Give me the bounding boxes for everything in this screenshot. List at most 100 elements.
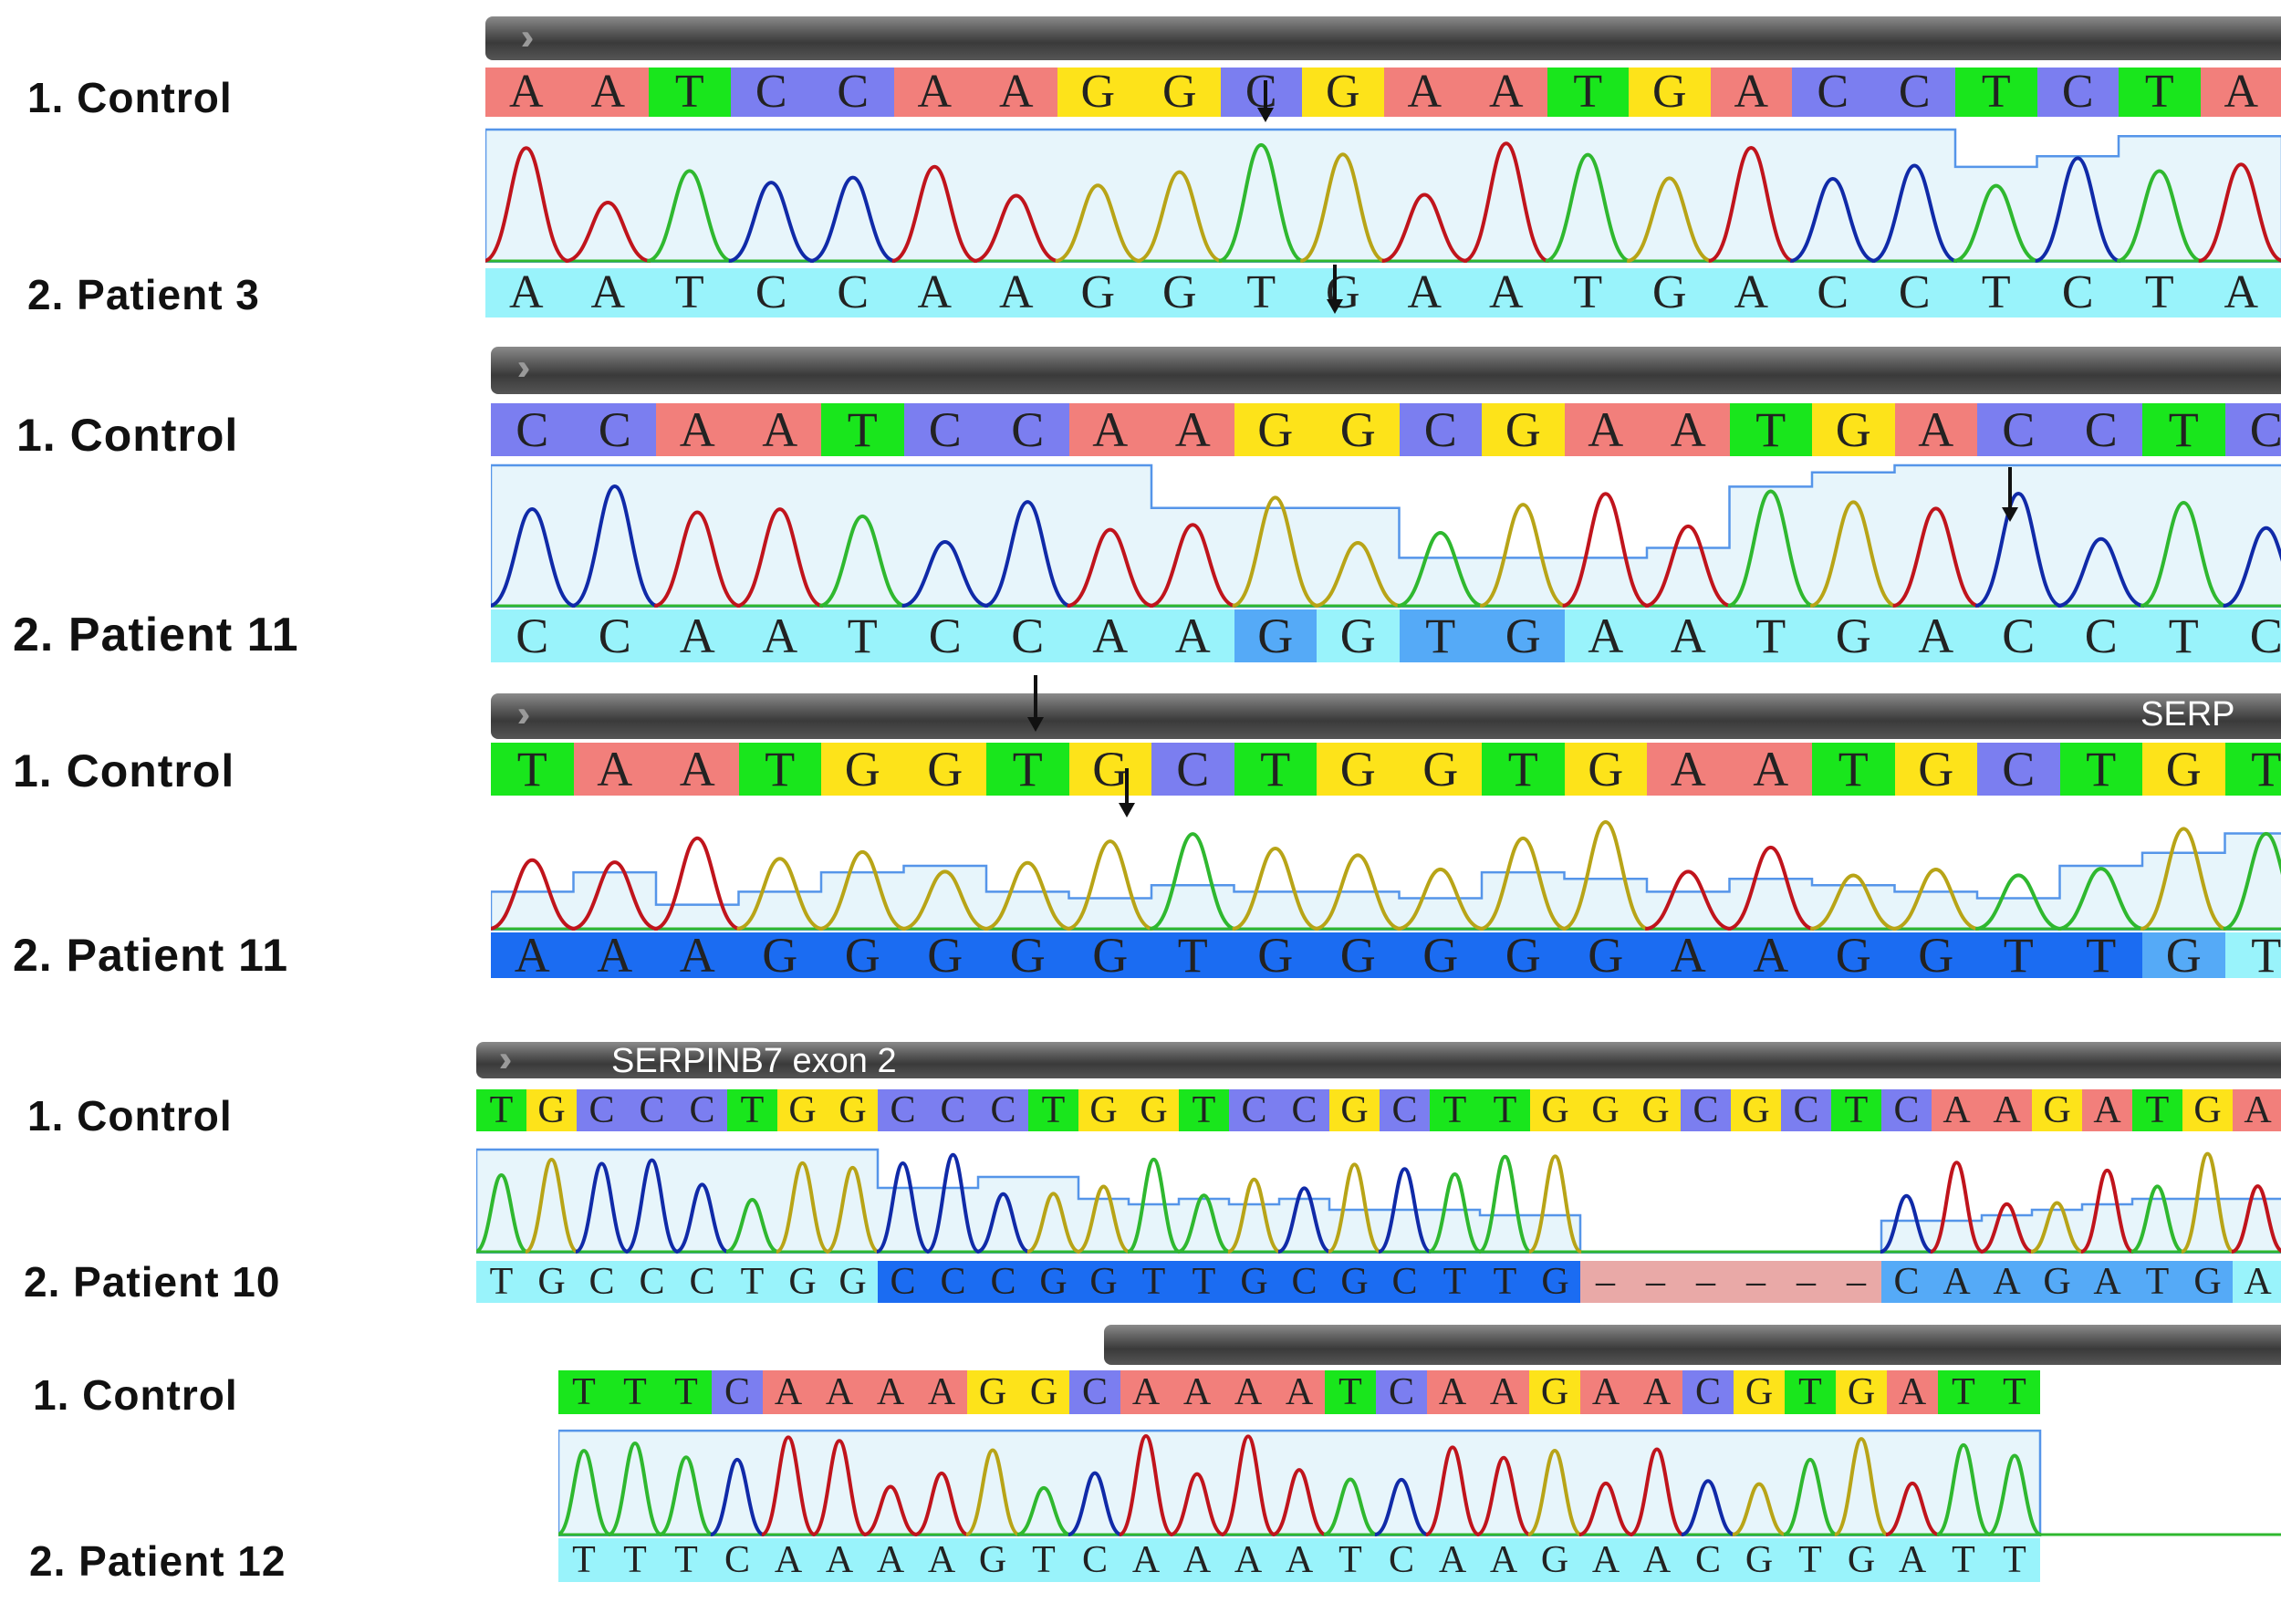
control-base: C <box>1873 68 1955 117</box>
trace-peak <box>1885 1481 1940 1536</box>
control-base: A <box>2200 68 2281 117</box>
control-base: C <box>1977 403 2060 456</box>
patient-base: T <box>1018 1538 1069 1582</box>
patient-base: A <box>1932 1261 1982 1303</box>
trace-peak <box>1378 1167 1432 1254</box>
patient-base: G <box>1529 1538 1580 1582</box>
patient-base: T <box>2119 268 2201 318</box>
control-base: C <box>577 1089 627 1131</box>
trace-peak <box>1880 1193 1933 1254</box>
trace-peak <box>901 540 989 608</box>
control-base: G <box>1234 403 1317 456</box>
trace-peak <box>976 1192 1030 1254</box>
control-base: C <box>677 1089 727 1131</box>
control-base: T <box>1812 743 1895 796</box>
patient-base: G <box>2032 1261 2082 1303</box>
patient-base: T <box>476 1261 526 1303</box>
patient-base: A <box>1887 1538 1938 1582</box>
control-base: C <box>1977 743 2060 796</box>
trace-peak <box>1314 853 1401 931</box>
trace-peak <box>1953 183 2039 263</box>
panel-4: 1. Control 2. Patient 10 ››› SERPINB7 ex… <box>0 1022 2281 1314</box>
trace-peak <box>1833 1437 1890 1536</box>
patient-base: C <box>573 609 656 662</box>
control-base: C <box>878 1089 928 1131</box>
control-base: A <box>738 403 821 456</box>
trace-peak <box>1425 1445 1480 1536</box>
control-base: A <box>656 743 739 796</box>
control-base: T <box>1955 68 2037 117</box>
control-base: C <box>1881 1089 1932 1131</box>
patient-base: T <box>558 1538 609 1582</box>
control-base: T <box>491 743 574 796</box>
control-base: C <box>1682 1370 1734 1414</box>
patient-base: T <box>1480 1261 1530 1303</box>
patient-base: C <box>2059 609 2142 662</box>
control-base: A <box>1932 1089 1982 1131</box>
trace-peak <box>491 858 576 931</box>
trace-peak <box>1463 141 1549 263</box>
patient-base: C <box>1682 1538 1734 1582</box>
control-base: G <box>828 1089 878 1131</box>
patient-base: T <box>1220 268 1302 318</box>
control-base: A <box>1982 1089 2032 1131</box>
trace-peak <box>1227 1177 1281 1254</box>
trace-peak <box>973 193 1059 263</box>
patient-base: A <box>1465 268 1547 318</box>
patient-base: A <box>1894 609 1977 662</box>
patient-base: G <box>526 1261 577 1303</box>
trace-peak <box>809 175 896 263</box>
control-base: G <box>1529 1370 1580 1414</box>
trace-peak <box>491 507 576 608</box>
trace-peak <box>1077 1184 1130 1254</box>
patient-base: T <box>1977 932 2060 978</box>
trace-peak <box>675 1182 729 1254</box>
patient-base: T <box>1179 1261 1229 1303</box>
patient-base: A <box>1172 1538 1223 1582</box>
patient-base: G <box>1057 268 1139 318</box>
patient-base: A <box>2233 1261 2281 1303</box>
control-base: G <box>1018 1370 1069 1414</box>
patient-base: A <box>2200 268 2281 318</box>
chromatogram-svg <box>485 128 2281 263</box>
patient-base: G <box>1234 609 1317 662</box>
control-base: T <box>2142 403 2225 456</box>
trace-peak <box>2198 162 2281 263</box>
trace-peak <box>653 836 741 931</box>
deletion-gap: – <box>1731 1261 1781 1303</box>
control-base: G <box>2032 1089 2082 1131</box>
chromatogram <box>491 797 2281 931</box>
patient-base: T <box>661 1538 712 1582</box>
patient-base: C <box>1881 1261 1932 1303</box>
control-base: T <box>2224 743 2281 796</box>
control-base: G <box>1139 68 1221 117</box>
trace-peak <box>1477 1154 1533 1254</box>
patient-base: C <box>1792 268 1874 318</box>
trace-peak <box>725 1198 779 1254</box>
control-base: G <box>1057 68 1139 117</box>
trace-peak <box>659 1455 713 1536</box>
panel-3: 1. Control 2. Patient 11 ››› SERP TAATGG… <box>0 675 2281 987</box>
trace-peak <box>1328 1162 1381 1254</box>
control-base: T <box>1234 743 1317 796</box>
control-base: T <box>1179 1089 1229 1131</box>
patient-base: C <box>878 1261 928 1303</box>
patient-base: C <box>491 609 574 662</box>
patient-base: G <box>967 1538 1018 1582</box>
patient-base: A <box>485 268 568 318</box>
trace-peak <box>1397 867 1484 931</box>
control-base: A <box>1887 1370 1938 1414</box>
trace-peak <box>1118 1434 1174 1536</box>
control-base: C <box>2059 403 2142 456</box>
trace-peak <box>710 1457 765 1536</box>
control-base: T <box>2059 743 2142 796</box>
patient-base: A <box>1710 268 1792 318</box>
trace-peak <box>1809 873 1897 931</box>
patient-base: G <box>986 932 1069 978</box>
trace-peak <box>1232 846 1319 931</box>
patient-base: T <box>2059 932 2142 978</box>
trace-peak <box>1170 1472 1224 1536</box>
control-base: A <box>1647 743 1730 796</box>
control-base: T <box>1325 1370 1376 1414</box>
